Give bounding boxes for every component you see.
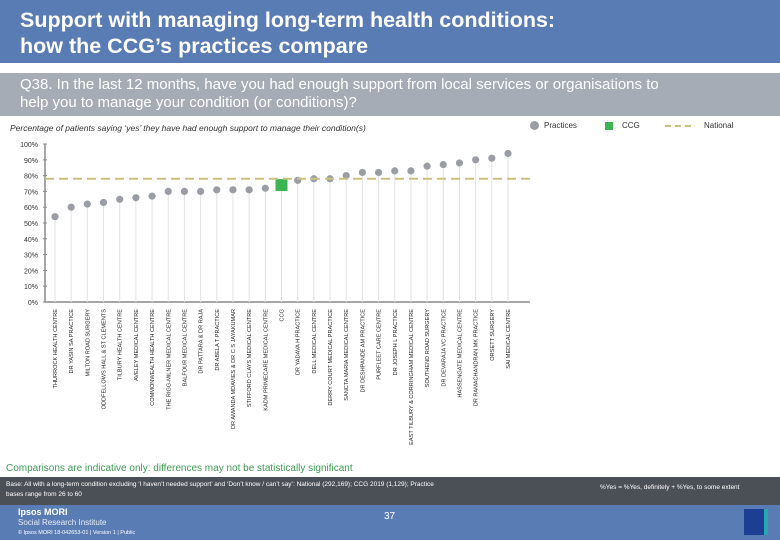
practice-point [99,198,108,207]
practice-point [374,168,383,177]
x-tick-label: SAI MEDICAL CENTRE [506,309,512,369]
national-dash-icon [665,124,691,127]
x-tick-label: COMMONWEALTH HEALTH CENTRE [150,309,156,406]
x-tick-label: BALFOUR MEDICAL CENTRE [182,309,188,386]
x-tick-label: PURFLEET CARE CENTRE [377,309,383,380]
base-line-1: Base: All with a long-term condition exc… [6,481,434,488]
x-tick-label: MILTON ROAD SURGERY [85,309,91,377]
title-line-1: Support with managing long-term health c… [20,8,556,32]
y-tick-label: 60% [24,205,38,212]
practice-point [67,203,75,211]
practice-point [472,156,480,164]
practice-point [83,200,91,208]
x-tick-label: THURROCK HEALTH CENTRE [53,309,59,389]
org-subname: Social Research Institute [18,518,107,527]
x-tick-label: ORSETT SURGERY [490,309,496,361]
x-tick-label: EAST TILBURY & CORRINGHAM MEDICAL CENTRE [409,309,415,445]
x-tick-label: TILBURY HEALTH CENTRE [118,309,124,380]
practice-point [504,149,512,158]
y-tick-label: 70% [24,189,38,196]
practice-point [197,187,205,195]
chart: 0% 10% 20% 30% 40% 50% 60% 70% 80% 90% 100% THURROC… [20,142,530,445]
x-tick-label: SANCTA MARIA MEDICAL CENTRE [344,309,350,401]
practice-point [213,186,221,194]
legend-ccg: CCG [605,121,640,130]
ipsos-logo-icon [744,509,768,535]
x-tick-label: SOUTHEND ROAD SURGERY [425,309,431,387]
legend-practices: Practices [530,121,577,130]
legend-practices-label: Practices [544,121,577,130]
practice-point [342,172,350,180]
question-band: Q38. In the last 12 months, have you had… [0,73,780,116]
title-line-2: how the CCG’s practices compare [20,34,369,58]
practice-point [229,186,237,194]
practice-point [180,187,189,195]
practice-point [116,195,124,203]
x-tick-label: DR PATTARA & DR RAJA [199,309,205,374]
x-tick-label: STIFFORD CLAYS MEDICAL CENTRE [247,309,253,407]
legend-national-label: National [704,121,734,130]
x-tick-label: DR YADAVA H PRACTICE [296,309,302,375]
comparison-note: Comparisons are indicative only: differe… [6,463,353,474]
x-tick-label: ODDFELLOWS HALL & ST CLEMENTS [102,309,108,410]
org-name: Ipsos MORI [18,507,68,517]
x-tick-label: DR DESHPANDE AM PRACTICE [360,309,366,393]
yes-definition: %Yes = %Yes, definitely + %Yes, to some … [600,484,740,491]
footer: Ipsos MORI Social Research Institute © I… [0,505,780,540]
x-tick-label: DR YASIN SA PRACTICE [69,309,75,374]
practice-point [245,186,253,194]
practice-point [488,154,496,162]
page-title: Support with managing long-term health c… [20,7,555,59]
practice-point [51,213,59,221]
chart-subtitle: Percentage of patients saying ‘yes’ they… [10,123,366,133]
practice-point [132,194,140,202]
base-text: Base: All with a long-term condition exc… [6,480,434,500]
practice-point [148,192,156,200]
x-tick-label: DERRY COURT MEDICAL PRACTICE [328,309,334,406]
y-tick-label: 10% [24,284,38,291]
x-tick-label: THE RIGG-MILNER MEDICAL CENTRE [166,309,172,410]
practice-point [407,167,415,175]
y-tick-label: 30% [24,253,38,260]
base-line-2: bases range from 26 to 60 [6,491,82,498]
y-tick-label: 90% [24,158,38,165]
question-line-2: help you to manage your condition (or co… [20,94,357,111]
practice-point [455,159,464,167]
y-tick-label: 20% [24,268,38,275]
practice-point [164,187,172,195]
practice-point [358,168,366,177]
legend-national: National [665,121,733,130]
y-tick-label: 40% [24,237,38,244]
legend-ccg-label: CCG [622,121,640,130]
x-tick-label: KADM PRIMECARE MEDICAL CENTRE [263,309,269,411]
practice-point [261,184,269,192]
practices-dot-icon [530,121,539,130]
x-tick-label: DR ABELA T PRACTICE [215,309,221,371]
ccg-square-icon [605,121,613,130]
copyright: © Ipsos MORI 18-042653-01 | Version 1 | … [18,530,136,536]
y-tick-label: 50% [24,221,38,228]
title-bar: Support with managing long-term health c… [0,0,780,63]
x-tick-label: DR RAMACHANDRAN MK PRACTICE [474,309,480,407]
practice-point [391,167,399,175]
page-number: 37 [384,511,396,522]
y-tick-label: 100% [20,142,38,149]
x-tick-label: DR JOSEPH L PRACTICE [393,309,399,376]
base-band: Base: All with a long-term condition exc… [0,477,780,505]
y-tick-label: 0% [28,300,38,307]
practice-point [423,162,431,170]
ccg-point [275,179,288,192]
practice-point [439,160,447,169]
x-tick-label: HASSENGATE MEDICAL CENTRE [457,309,463,398]
x-tick-label: CCG [280,309,286,321]
question-line-1: Q38. In the last 12 months, have you had… [20,76,659,93]
x-tick-label: DR AMANDA MDAVIES & DR C S JAYAKUMAR [231,309,237,429]
x-tick-label: DELL MEDICAL CENTRE [312,309,318,374]
x-tick-label: DR DEVARAJA VC PRACTICE [441,309,447,387]
y-tick-label: 80% [24,174,38,181]
x-tick-label: AVELEY MEDICAL CENTRE [134,309,140,381]
question-text: Q38. In the last 12 months, have you had… [20,76,659,112]
